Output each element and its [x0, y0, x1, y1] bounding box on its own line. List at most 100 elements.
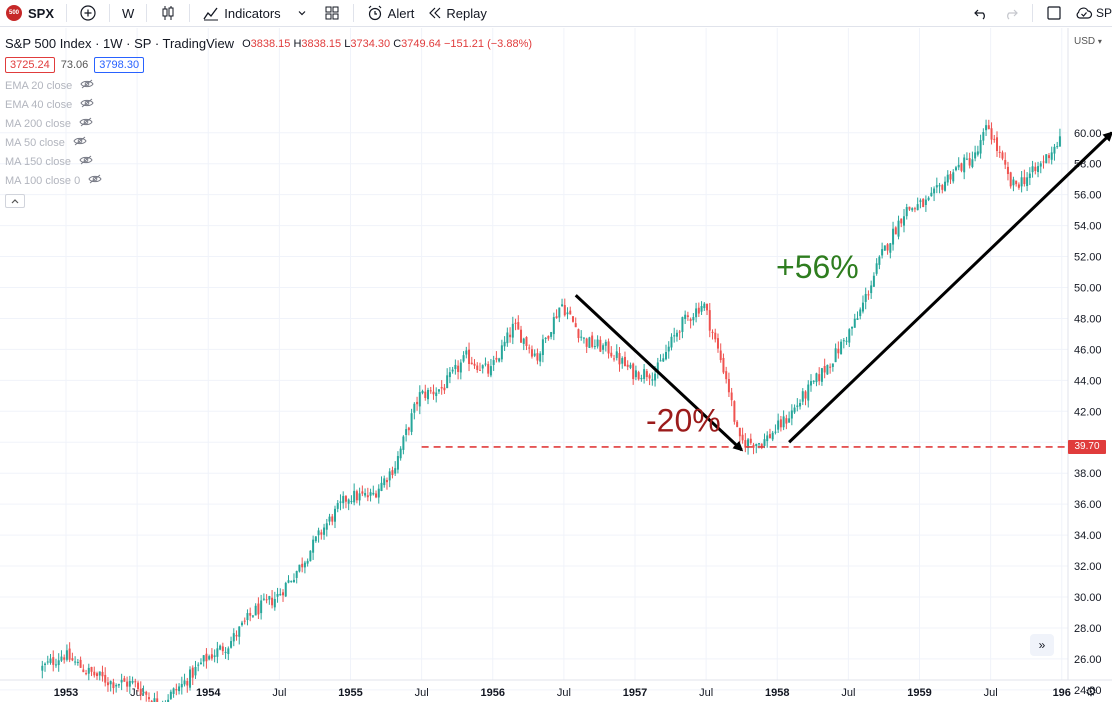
candle	[864, 287, 867, 310]
candle-body	[793, 407, 796, 413]
replay-button[interactable]: Replay	[420, 0, 492, 27]
symbol-description[interactable]: S&P 500 Index · 1W · SP · TradingView	[5, 36, 235, 51]
trend-arrow[interactable]	[788, 131, 1112, 444]
undo-button[interactable]	[966, 0, 996, 27]
decline-annotation[interactable]: -20%	[646, 402, 721, 438]
candle-body	[145, 691, 148, 695]
collapse-legend-button[interactable]	[5, 194, 25, 208]
candle	[892, 221, 895, 251]
candle	[306, 558, 309, 567]
buy-price-button[interactable]: 3798.30	[94, 57, 145, 73]
candle	[779, 415, 782, 432]
candle	[716, 333, 719, 353]
candle	[615, 344, 618, 361]
x-tick-label: 1953	[54, 687, 78, 699]
candle	[126, 676, 129, 692]
candle	[413, 402, 416, 420]
candle	[511, 316, 514, 345]
sell-price-button[interactable]: 3725.24	[5, 57, 55, 73]
candle-body	[63, 657, 66, 660]
candle	[60, 650, 63, 662]
candle	[424, 384, 427, 401]
candle	[867, 290, 870, 300]
indicator-row[interactable]: MA 200 close	[5, 114, 532, 133]
candle-body	[623, 356, 626, 367]
interval-button[interactable]: W	[122, 5, 135, 21]
y-tick-label: 34.00	[1074, 530, 1102, 542]
redo-button[interactable]	[996, 0, 1026, 27]
candle-body	[355, 491, 358, 501]
candle-body	[1028, 173, 1031, 179]
candle	[380, 476, 383, 492]
candle	[65, 644, 68, 662]
candle-body	[230, 641, 233, 648]
currency-selector[interactable]: USD ▾	[1074, 36, 1102, 47]
candle	[522, 337, 525, 351]
spread-value: 73.06	[60, 59, 89, 71]
candle	[935, 177, 938, 194]
fullscreen-button[interactable]	[1039, 0, 1069, 27]
eye-hidden-icon[interactable]	[80, 98, 94, 111]
eye-hidden-icon[interactable]	[79, 155, 93, 168]
candle-body	[325, 523, 328, 530]
indicators-dropdown[interactable]	[287, 0, 317, 27]
indicator-row[interactable]: EMA 20 close	[5, 76, 532, 95]
indicator-row[interactable]: MA 50 close	[5, 133, 532, 152]
eye-hidden-icon[interactable]	[79, 117, 93, 130]
candle	[618, 347, 621, 372]
eye-hidden-icon[interactable]	[80, 79, 94, 92]
chart-type-button[interactable]	[153, 0, 183, 27]
candle	[137, 680, 140, 692]
compare-symbol-button[interactable]	[73, 0, 103, 27]
candle	[339, 494, 342, 511]
indicator-row[interactable]: MA 100 close 0	[5, 171, 532, 190]
price-chart[interactable]: 22.0024.0026.0028.0030.0032.0034.0036.00…	[0, 28, 1112, 702]
candle-body	[131, 681, 134, 683]
candle	[301, 557, 304, 573]
candle	[457, 360, 460, 380]
candle	[591, 331, 594, 349]
candle-body	[993, 138, 996, 140]
candle-body	[870, 285, 873, 294]
indicators-button[interactable]: Indicators	[196, 0, 286, 27]
indicator-row[interactable]: MA 150 close	[5, 152, 532, 171]
indicator-row[interactable]: EMA 40 close	[5, 95, 532, 114]
eye-hidden-icon[interactable]	[73, 136, 87, 149]
candle-body	[804, 391, 807, 399]
candle-body	[180, 683, 183, 688]
eye-hidden-icon[interactable]	[88, 174, 102, 187]
candle	[673, 327, 676, 343]
candle	[344, 495, 347, 509]
save-layout-button[interactable]: SP	[1069, 0, 1112, 27]
rewind-icon	[426, 4, 444, 22]
candle-body	[189, 669, 192, 688]
candle	[563, 298, 566, 317]
x-tick-label: Jul	[841, 687, 855, 699]
candle-body	[476, 365, 479, 371]
candle-body	[960, 163, 963, 171]
layouts-button[interactable]	[317, 0, 347, 27]
candle-body	[872, 275, 875, 287]
candle-body	[399, 448, 402, 459]
candle	[1034, 162, 1037, 175]
candle-body	[1017, 184, 1020, 188]
candle-body	[1053, 146, 1056, 154]
trend-arrow[interactable]	[574, 294, 744, 452]
candle-body	[1058, 136, 1061, 147]
candle-body	[1026, 177, 1029, 187]
chart-settings-button[interactable]: ⚙	[1083, 684, 1099, 700]
alert-button[interactable]: Alert	[360, 0, 421, 27]
symbol-search[interactable]: 500 SPX	[0, 0, 60, 27]
candle-body	[347, 499, 350, 504]
candle	[342, 491, 345, 509]
candle-body	[194, 666, 197, 676]
candle-body	[199, 662, 202, 665]
gain-annotation[interactable]: +56%	[776, 249, 859, 285]
candle-body	[599, 339, 602, 352]
candle	[492, 355, 495, 371]
scroll-to-realtime-button[interactable]: »	[1030, 634, 1054, 656]
candle	[448, 367, 451, 384]
candle	[440, 380, 443, 395]
candle	[861, 295, 864, 314]
candle-body	[618, 353, 621, 365]
